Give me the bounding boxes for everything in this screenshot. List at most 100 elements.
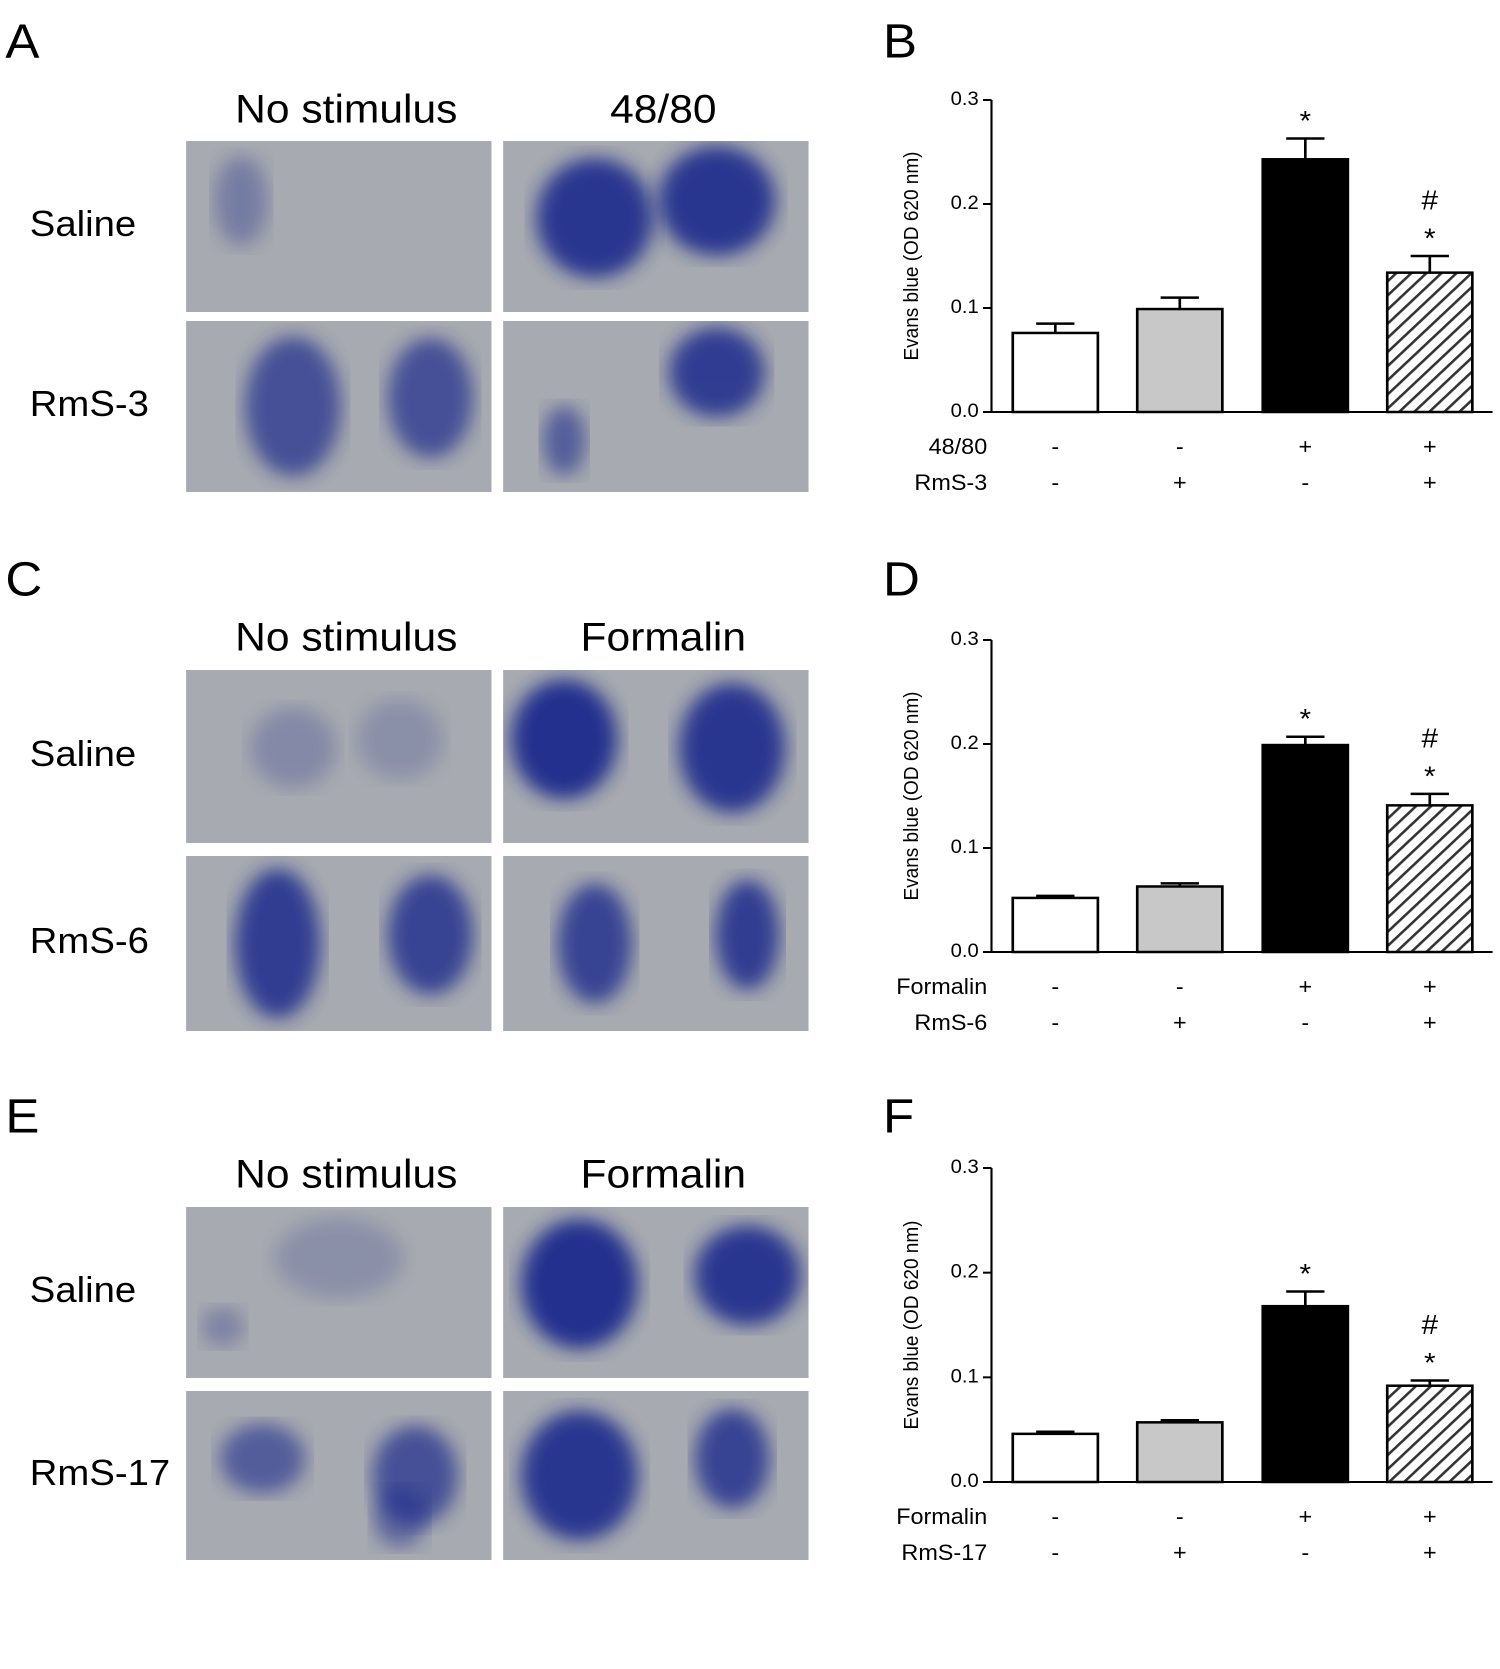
dye-spot <box>521 1218 639 1349</box>
dye-spot <box>521 1410 639 1541</box>
bar <box>1385 1384 1474 1484</box>
dye-spot <box>201 1306 245 1347</box>
dye-spot <box>235 868 321 1019</box>
y-tick-label: 0.0 <box>951 401 979 422</box>
photo <box>186 141 492 312</box>
treatment-name: 48/80 <box>929 433 988 458</box>
spots <box>250 699 443 788</box>
treatment-sign: + <box>1423 973 1437 998</box>
spots <box>557 879 780 1004</box>
bar <box>1135 1421 1224 1484</box>
row-label: RmS-6 <box>30 920 149 961</box>
photo <box>503 856 809 1031</box>
spots <box>219 1423 458 1548</box>
treatment-sign: + <box>1423 433 1437 458</box>
treatment-sign: + <box>1173 1539 1187 1564</box>
y-tick-label: 0.1 <box>951 837 979 858</box>
dye-spot <box>245 336 341 477</box>
y-axis-label: Evans blue (OD 620 nm) <box>901 151 924 360</box>
photo-tint <box>503 321 809 492</box>
treatment-sign: + <box>1173 469 1187 494</box>
y-tick-label: 0.3 <box>951 1157 979 1178</box>
treatment-sign: - <box>1051 469 1059 494</box>
significance-mark: # <box>1422 723 1439 754</box>
significance-mark: * <box>1424 1348 1436 1379</box>
significance-mark: * <box>1300 106 1312 137</box>
bar <box>1135 885 1224 954</box>
treatment-name: Formalin <box>896 1503 987 1528</box>
treatment-sign: + <box>1298 433 1312 458</box>
column-title: 48/80 <box>610 87 716 132</box>
treatment-sign: - <box>1051 433 1059 458</box>
photo <box>503 670 809 843</box>
y-tick-label: 0.3 <box>951 89 979 110</box>
photo <box>503 1391 809 1560</box>
dye-spot <box>387 337 473 458</box>
dye-spot <box>669 327 765 418</box>
spots <box>214 155 268 246</box>
photo <box>186 321 492 492</box>
dye-spot <box>694 1225 801 1326</box>
y-axis-label: Evans blue (OD 620 nm) <box>901 1220 924 1429</box>
significance-mark: * <box>1424 761 1436 792</box>
dye-spot <box>214 155 268 246</box>
bar <box>1385 804 1474 954</box>
significance-mark: * <box>1424 223 1436 254</box>
y-tick-label: 0.0 <box>951 941 979 962</box>
dye-spot <box>275 1218 403 1299</box>
bar <box>1011 896 1100 954</box>
bar <box>1261 158 1350 414</box>
column-title: Formalin <box>581 615 746 660</box>
panel-label: D <box>883 552 920 606</box>
photo <box>186 1391 492 1560</box>
panel-label: B <box>883 14 917 68</box>
treatment-sign: + <box>1298 973 1312 998</box>
treatment-name: RmS-17 <box>901 1539 987 1564</box>
dye-spot <box>715 879 780 990</box>
treatment-sign: + <box>1423 469 1437 494</box>
y-tick-label: 0.1 <box>951 1366 979 1387</box>
photo <box>503 321 809 492</box>
treatment-sign: - <box>1051 1539 1059 1564</box>
bar <box>1011 331 1100 414</box>
photo-tint <box>186 670 492 843</box>
panel-label: A <box>5 14 39 68</box>
row-label: RmS-3 <box>30 383 149 424</box>
column-title: No stimulus <box>235 1152 457 1197</box>
photo <box>186 1207 492 1378</box>
dye-spot <box>557 883 633 1004</box>
treatment-sign: + <box>1298 1503 1312 1528</box>
column-title: No stimulus <box>235 87 457 132</box>
treatment-sign: - <box>1051 1009 1059 1034</box>
photo <box>503 1207 809 1378</box>
row-label: Saline <box>30 1269 136 1310</box>
row-label: Saline <box>30 733 136 774</box>
dye-spot <box>250 707 336 788</box>
column-title: No stimulus <box>235 615 457 660</box>
spots <box>511 679 786 813</box>
treatment-sign: + <box>1423 1539 1437 1564</box>
treatment-sign: - <box>1301 469 1309 494</box>
dye-spot <box>357 699 443 780</box>
treatment-name: RmS-3 <box>914 469 987 494</box>
column-title: Formalin <box>581 1152 746 1197</box>
panel-label: F <box>883 1089 914 1143</box>
treatment-sign: - <box>1176 973 1184 998</box>
panel-label: E <box>5 1089 39 1143</box>
y-axis-label: Evans blue (OD 620 nm) <box>901 691 924 900</box>
row-label: RmS-17 <box>30 1452 170 1493</box>
spots <box>536 145 776 278</box>
photo <box>186 670 492 843</box>
dye-spot <box>658 145 776 256</box>
significance-mark: * <box>1300 704 1312 735</box>
treatment-sign: - <box>1176 1503 1184 1528</box>
significance-mark: # <box>1422 185 1439 216</box>
treatment-name: Formalin <box>896 973 987 998</box>
y-tick-label: 0.2 <box>951 193 979 214</box>
photo <box>503 141 809 312</box>
significance-mark: * <box>1300 1259 1312 1290</box>
treatment-sign: - <box>1051 973 1059 998</box>
treatment-name: RmS-6 <box>914 1009 987 1034</box>
bar <box>1385 271 1474 414</box>
